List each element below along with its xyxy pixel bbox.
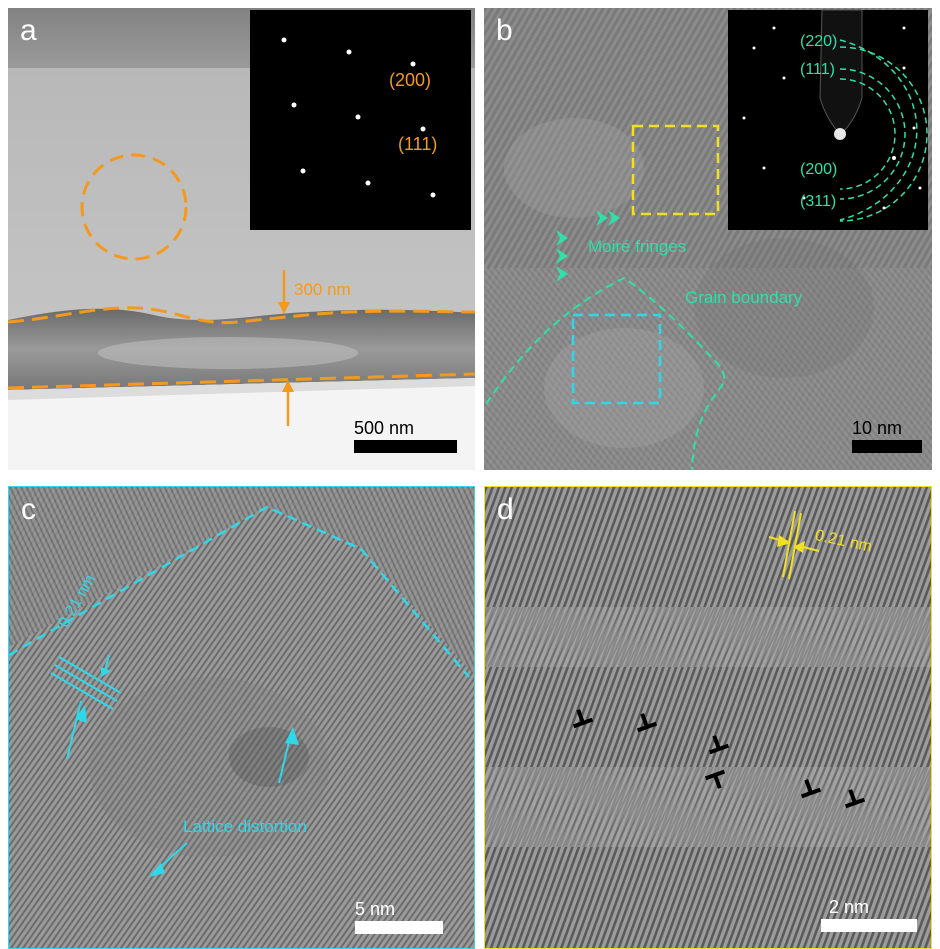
ring-label-311: (311) [800, 193, 837, 210]
edge-dislocation-icon [572, 709, 594, 729]
edge-dislocation-icon [636, 713, 658, 733]
scale-bar-b [852, 440, 922, 453]
thickness-label: 300 nm [294, 280, 351, 299]
panel-a-overlay [8, 10, 475, 426]
scale-bar-d [821, 919, 917, 932]
scale-bar-label-a: 500 nm [354, 418, 415, 438]
lattice-distortion-label: Lattice distortion [183, 817, 307, 836]
panel-a: a (200) (111) 300 nm 500 nm [8, 8, 475, 470]
scale-bar-label-c: 5 nm [355, 899, 396, 919]
panel-c-overlay [9, 505, 470, 877]
ring-label-220: (220) [800, 33, 838, 50]
arrow-left-icon [556, 248, 568, 264]
cyan-selection-box [571, 313, 662, 405]
grain-boundary-label: Grain boundary [685, 288, 803, 307]
scale-bar-label-d: 2 nm [829, 897, 870, 917]
grain-outline [9, 505, 470, 678]
diffraction-inset [250, 10, 471, 230]
arrow-up-icon [285, 727, 299, 745]
scale-bar-label-b: 10 nm [852, 418, 903, 438]
panel-b-overlay [485, 9, 928, 470]
scale-bar-c [355, 921, 443, 934]
panel-d: d 0.21 nm 2 nm [484, 486, 932, 949]
edge-dislocation-icon [844, 789, 866, 809]
moire-fringes-label: Moiré fringes [588, 237, 687, 256]
arrow-up-icon [75, 705, 87, 723]
arrow-left-icon [608, 210, 620, 226]
yellow-selection-box [631, 124, 720, 216]
panel-d-overlay [572, 510, 866, 809]
film-bottom-boundary [8, 372, 475, 390]
film-top-boundary [8, 306, 475, 325]
arrow-left-icon [556, 230, 568, 246]
diffraction-label-200: (200) [389, 70, 432, 90]
arrow-left-icon [556, 266, 568, 282]
arrow-down-icon [101, 667, 111, 677]
arrow-left-icon [596, 210, 608, 226]
panel-b-micrograph [484, 8, 932, 470]
edge-dislocation-icon [704, 769, 726, 789]
selected-area-circle [80, 153, 188, 261]
arrow-down-left-icon [149, 863, 165, 877]
scale-bar-a [354, 440, 457, 453]
edge-dislocation-icon [708, 735, 730, 755]
panel-b: b (220) (111) (200) (311) Moiré fringes … [484, 8, 932, 470]
panel-label-a: a [20, 14, 37, 47]
panel-c: c 0.21 nm Lattice distortion 5 nm [8, 486, 475, 949]
diffraction-label-111: (111) [398, 134, 438, 154]
panel-label-b: b [496, 14, 513, 47]
panel-c-micrograph [9, 487, 474, 948]
arrow-down-icon [278, 302, 290, 314]
edge-dislocation-icon [800, 779, 822, 799]
arrow-right-icon [777, 535, 791, 547]
arrow-left-icon [793, 541, 805, 553]
ring-label-200: (200) [800, 161, 838, 178]
arrow-up-icon [282, 380, 294, 392]
panel-label-c: c [21, 493, 36, 526]
panel-label-d: d [497, 493, 514, 526]
panel-d-micrograph [485, 487, 931, 948]
grain-boundary-line [485, 276, 726, 470]
ring-label-111: (111) [800, 61, 835, 78]
